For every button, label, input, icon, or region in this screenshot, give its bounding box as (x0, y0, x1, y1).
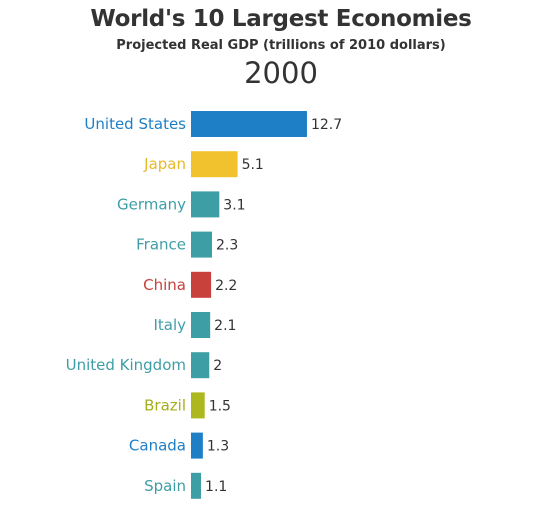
bar (191, 151, 238, 178)
category-label: Brazil (144, 396, 186, 414)
chart-title: World's 10 Largest Economies (90, 6, 472, 32)
value-label: 12.7 (311, 117, 342, 133)
bar (191, 111, 307, 137)
chart-subtitle: Projected Real GDP (trillions of 2010 do… (116, 38, 446, 53)
bar (191, 352, 210, 379)
value-label: 5.1 (242, 157, 264, 173)
value-label: 2.1 (214, 318, 236, 334)
bar (191, 392, 205, 419)
category-label: France (136, 236, 186, 254)
value-label: 3.1 (223, 197, 245, 213)
value-label: 1.1 (205, 479, 227, 495)
bar (191, 312, 211, 338)
category-label: Spain (144, 477, 186, 495)
value-label: 2.2 (215, 278, 237, 294)
chart-year: 2000 (244, 56, 318, 90)
category-label: United Kingdom (66, 356, 186, 374)
value-label: 1.5 (209, 398, 231, 414)
bar (191, 472, 202, 499)
category-label: China (143, 276, 186, 294)
bar (191, 231, 212, 258)
category-label: United States (84, 115, 186, 133)
bar (191, 271, 212, 298)
category-label: Germany (117, 195, 186, 213)
category-label: Japan (143, 155, 186, 173)
value-label: 2.3 (216, 238, 238, 254)
category-label: Italy (153, 316, 186, 334)
bar (191, 191, 220, 218)
value-label: 1.3 (207, 439, 229, 455)
bar (191, 432, 203, 459)
value-label: 2 (213, 358, 222, 374)
category-label: Canada (129, 437, 186, 455)
